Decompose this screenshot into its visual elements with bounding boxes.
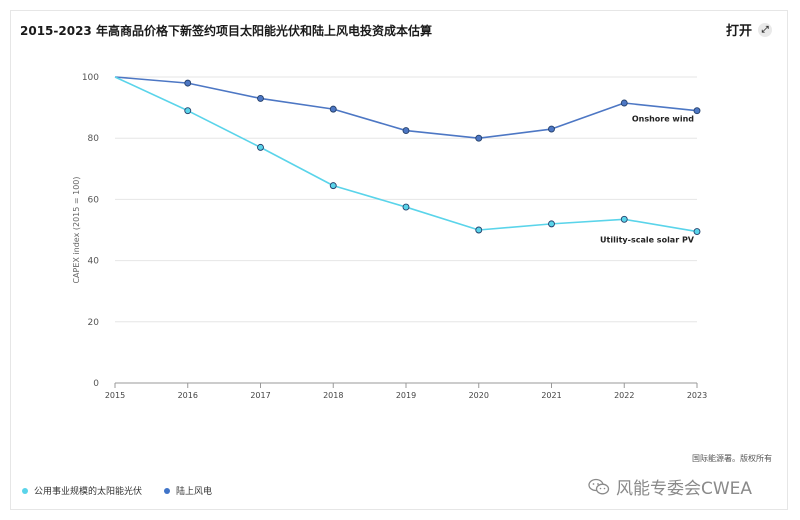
- watermark-text: 风能专委会CWEA: [616, 479, 753, 499]
- y-tick-label: 60: [88, 195, 100, 205]
- data-point: [329, 105, 337, 113]
- data-point: [257, 94, 264, 102]
- source-note: 国际能源署。版权所有: [692, 454, 772, 463]
- data-point: [184, 79, 192, 87]
- wechat-icon: [588, 478, 610, 494]
- x-tick-label: 2023: [687, 391, 707, 400]
- data-point: [402, 203, 410, 211]
- data-point: [475, 134, 483, 142]
- data-point: [620, 215, 628, 223]
- legend-item-solar[interactable]: 公用事业规模的太阳能光伏: [22, 484, 142, 497]
- legend-label-wind: 陆上风电: [176, 487, 213, 497]
- chart-card: [10, 10, 788, 510]
- open-button[interactable]: 打开 ⤢: [726, 20, 772, 39]
- open-label: 打开: [725, 24, 752, 39]
- data-point: [693, 107, 701, 115]
- x-tick-label: 2015: [105, 391, 125, 400]
- data-point: [402, 127, 410, 135]
- series-label: Onshore wind: [632, 115, 694, 124]
- x-tick-label: 2017: [250, 391, 270, 400]
- y-tick-label: 40: [88, 257, 100, 267]
- y-tick-label: 20: [88, 318, 100, 328]
- y-tick-label: 100: [82, 73, 99, 83]
- x-tick-label: 2018: [323, 391, 343, 400]
- x-tick-label: 2022: [614, 391, 634, 400]
- x-tick-label: 2021: [541, 391, 561, 400]
- data-point: [548, 220, 555, 228]
- data-point: [620, 99, 628, 107]
- y-tick-label: 80: [88, 134, 100, 144]
- data-point: [548, 125, 555, 133]
- data-point: [184, 107, 192, 115]
- x-tick-label: 2016: [178, 391, 198, 400]
- y-tick-label: 0: [93, 379, 99, 389]
- y-axis-label: CAPEX index (2015 = 100): [72, 176, 81, 283]
- data-point: [329, 182, 337, 190]
- legend-item-wind[interactable]: 陆上风电: [164, 484, 212, 497]
- expand-icon[interactable]: ⤢: [758, 22, 772, 37]
- legend-marker-wind: [164, 487, 171, 494]
- series-label: Utility-scale solar PV: [600, 236, 695, 245]
- legend-marker-solar: [22, 487, 28, 494]
- legend: 公用事业规模的太阳能光伏 陆上风电: [22, 484, 212, 497]
- data-point: [257, 143, 264, 151]
- data-point: [475, 226, 483, 234]
- data-point: [693, 228, 701, 235]
- x-tick-label: 2020: [469, 391, 489, 400]
- x-tick-label: 2019: [396, 391, 416, 400]
- legend-label-solar: 公用事业规模的太阳能光伏: [34, 487, 143, 497]
- watermark: 风能专委会CWEA: [588, 474, 752, 499]
- chart-title: 2015-2023 年高商品价格下新签约项目太阳能光伏和陆上风电投资成本估算: [20, 24, 432, 38]
